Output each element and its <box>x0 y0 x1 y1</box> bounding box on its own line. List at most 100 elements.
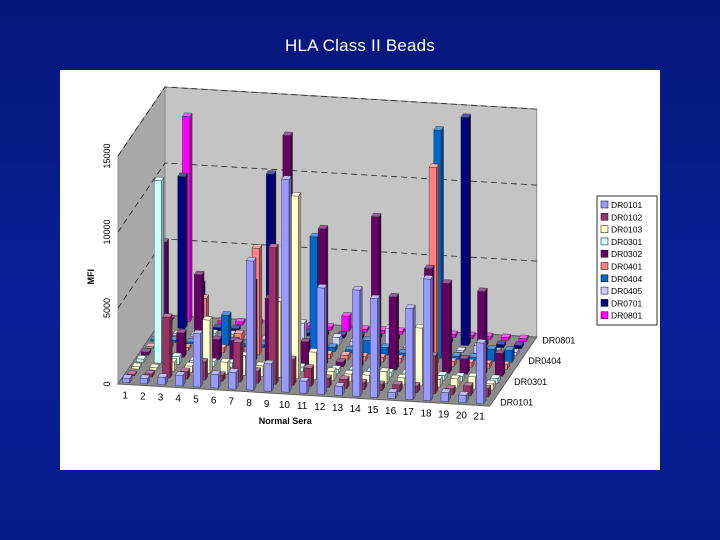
x-tick-label: 6 <box>211 396 217 407</box>
bar-DR0101-18 <box>422 275 434 402</box>
bar-DR0101-3 <box>157 373 168 386</box>
bar-DR0103-6 <box>219 358 231 376</box>
bar-DR0101-12 <box>316 283 328 396</box>
gridline <box>117 86 537 157</box>
x-tick-label: 19 <box>438 409 450 420</box>
x-tick-label: 8 <box>246 398 252 409</box>
bar-DR0103-15 <box>379 367 390 385</box>
legend-swatch <box>600 311 609 319</box>
x-tick-label: 4 <box>175 394 181 405</box>
x-tick-label: 12 <box>314 402 326 413</box>
bar-DR0801-5 <box>235 317 246 326</box>
x-tick-label: 11 <box>297 401 308 412</box>
bar-DR0101-21 <box>476 338 487 405</box>
x-tick-label: 3 <box>158 393 164 404</box>
legend-label: DR0101 <box>611 200 642 210</box>
legend-swatch <box>600 225 609 233</box>
bar-DR0101-10 <box>281 175 292 394</box>
bar-DR0801-20 <box>500 333 512 342</box>
legend-swatch <box>600 237 609 246</box>
chart-panel: 0 5000 10000 15000 MFI 1 2 3 4 5 6 7 8 9 10 11 12 13 14 15 1… <box>60 70 660 470</box>
legend-swatch <box>600 274 609 283</box>
x-tick-label: 21 <box>474 411 486 422</box>
bar-DR0101-9 <box>263 359 275 392</box>
bar-DR0101-15 <box>369 294 381 399</box>
legend-label: DR0103 <box>611 225 642 235</box>
x-tick-label: 9 <box>264 399 270 410</box>
bar-DR0101-14 <box>352 286 363 398</box>
x-axis-label: Normal Sera <box>259 416 313 426</box>
legend-label: DR0801 <box>611 311 642 321</box>
legend-label: DR0404 <box>611 274 642 284</box>
x-tick-label: 5 <box>193 395 199 406</box>
bar-DR0103-5 <box>202 315 213 374</box>
bar-DR0401-1 <box>145 342 156 350</box>
bar-DR0102-7 <box>232 338 244 383</box>
legend-label: DR0401 <box>611 262 642 272</box>
bar-DR0101-8 <box>245 256 257 391</box>
bar-DR0302-5 <box>211 335 223 361</box>
y-tick-label: 5000 <box>102 298 112 318</box>
depth-tick-label: DR0301 <box>514 377 547 387</box>
bar-DR0101-20 <box>458 391 469 404</box>
bar-DR0101-16 <box>387 388 398 400</box>
bar-DR0701-2 <box>177 172 188 330</box>
bar-DR0301-1 <box>136 355 147 363</box>
bar-DR0302-3 <box>176 328 187 359</box>
legend-swatch <box>600 200 609 209</box>
x-tick-label: 17 <box>403 407 415 418</box>
bar-DR0302-1 <box>140 348 152 356</box>
legend-label: DR0302 <box>611 249 642 259</box>
bar-DR0405-11 <box>331 333 343 346</box>
legend-label: DR0701 <box>611 298 642 308</box>
bar-DR0302-19 <box>459 354 470 375</box>
bar-DR0405-18 <box>455 346 467 354</box>
bar-DR0103-10 <box>290 192 302 380</box>
bar-DR0801-11 <box>341 311 352 332</box>
x-tick-label: 13 <box>332 403 344 414</box>
legend-swatch <box>600 262 609 270</box>
x-tick-label: 16 <box>385 406 397 417</box>
gridline <box>117 162 537 233</box>
bar-DR0102-16 <box>392 380 403 393</box>
bar-DR0101-13 <box>334 382 345 397</box>
x-tick-label: 1 <box>122 390 128 401</box>
x-tick-label: 7 <box>229 397 235 408</box>
bar-DR0101-7 <box>228 368 239 390</box>
bar-DR0302-18 <box>441 279 453 374</box>
bar-DR0101-19 <box>440 388 452 403</box>
x-tick-label: 18 <box>420 408 432 419</box>
bar-DR0101-11 <box>299 377 310 395</box>
bar-DR0101-1 <box>122 374 133 384</box>
legend-swatch <box>600 286 609 295</box>
bar-DR0101-5 <box>192 329 204 388</box>
bar-DR0101-17 <box>405 304 416 401</box>
x-tick-label: 20 <box>456 410 468 421</box>
bar-DR0101-4 <box>175 371 186 387</box>
y-tick-label: 10000 <box>102 219 112 244</box>
y-axis-label: MFI <box>86 269 96 285</box>
legend-label: DR0301 <box>611 237 642 247</box>
bar-DR0701-20 <box>495 340 507 349</box>
slide-title: HLA Class II Beads <box>284 36 436 55</box>
legend-swatch <box>600 213 609 221</box>
depth-tick-label: DR0101 <box>500 398 533 408</box>
bar-DR0101-2 <box>139 374 151 385</box>
y-tick-label: 15000 <box>102 143 112 168</box>
depth-tick-label: DR0801 <box>542 336 575 346</box>
legend-label: DR0405 <box>611 286 642 296</box>
x-tick-label: 15 <box>367 405 379 416</box>
bar-DR0102-1 <box>126 370 138 377</box>
bar-DR0302-15 <box>388 292 400 371</box>
x-tick-label: 10 <box>279 400 291 411</box>
legend-swatch <box>600 249 609 258</box>
bar-DR0103-2 <box>149 363 160 371</box>
bar-DR0101-6 <box>210 370 221 389</box>
legend-label: DR0102 <box>611 212 642 222</box>
bar-DR0801-21 <box>518 334 529 343</box>
x-tick-label: 14 <box>350 404 362 415</box>
x-tick-label: 2 <box>140 392 146 403</box>
bar-DR0302-21 <box>494 349 506 377</box>
depth-tick-label: DR0404 <box>528 356 561 366</box>
